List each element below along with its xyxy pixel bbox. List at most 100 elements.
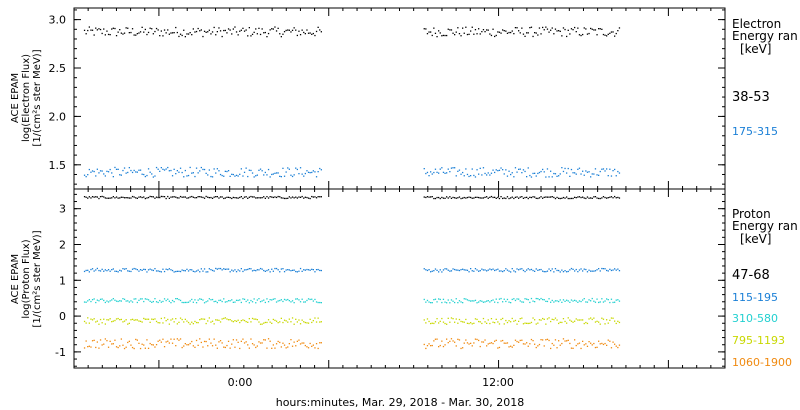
data-point xyxy=(612,170,614,172)
data-point xyxy=(425,347,427,350)
data-point xyxy=(99,298,102,300)
data-point xyxy=(91,319,94,321)
data-point xyxy=(551,299,553,302)
data-point xyxy=(149,195,151,198)
data-point xyxy=(561,321,563,324)
electron-legend-item-175-315: 175-315 xyxy=(732,125,778,138)
data-point xyxy=(165,299,167,302)
data-point xyxy=(208,169,210,171)
data-point xyxy=(243,269,246,271)
data-point xyxy=(449,29,451,31)
data-point xyxy=(143,344,145,346)
data-point xyxy=(178,270,180,272)
data-point xyxy=(191,34,193,36)
data-point xyxy=(532,172,534,175)
data-point xyxy=(559,344,561,346)
data-point xyxy=(473,33,475,35)
data-point xyxy=(154,318,156,320)
data-point xyxy=(248,196,250,198)
data-point xyxy=(282,321,284,324)
data-point xyxy=(481,322,483,325)
data-point xyxy=(487,172,489,174)
data-point xyxy=(468,299,470,302)
data-point xyxy=(226,344,228,347)
data-point xyxy=(585,301,587,303)
data-point xyxy=(251,301,254,303)
data-point xyxy=(200,166,202,169)
data-point xyxy=(519,32,521,34)
data-point xyxy=(554,28,557,30)
data-point xyxy=(114,27,116,30)
data-point xyxy=(264,197,266,199)
data-point xyxy=(205,322,207,325)
data-point xyxy=(604,170,606,172)
data-point xyxy=(471,168,473,170)
data-point xyxy=(266,321,268,324)
data-point xyxy=(194,271,196,273)
data-point xyxy=(446,338,448,340)
data-point xyxy=(291,29,294,31)
data-point xyxy=(189,323,191,325)
data-point xyxy=(471,345,473,347)
data-point xyxy=(133,347,135,350)
data-point xyxy=(614,343,616,345)
data-point xyxy=(155,320,158,323)
data-point xyxy=(426,318,429,320)
data-point xyxy=(503,30,505,32)
data-point xyxy=(598,321,600,323)
data-point xyxy=(231,320,233,322)
data-point xyxy=(521,301,523,303)
data-point xyxy=(239,196,241,199)
data-point xyxy=(315,321,318,323)
data-point xyxy=(572,300,574,302)
data-point xyxy=(572,268,574,270)
data-point xyxy=(98,172,100,174)
data-point xyxy=(144,197,146,200)
data-point xyxy=(231,173,233,175)
data-point xyxy=(106,340,108,342)
data-point xyxy=(479,345,481,348)
data-point xyxy=(258,298,260,300)
data-point xyxy=(211,298,214,301)
data-point xyxy=(590,197,592,199)
data-point xyxy=(465,197,467,199)
data-point xyxy=(235,299,238,301)
data-point xyxy=(280,197,282,199)
data-point xyxy=(93,298,95,300)
data-point xyxy=(612,269,614,271)
data-point xyxy=(604,268,606,270)
data-point xyxy=(554,339,557,341)
data-point xyxy=(184,169,186,172)
data-point xyxy=(527,322,529,325)
data-point xyxy=(423,28,425,30)
data-point xyxy=(439,168,441,170)
data-point xyxy=(138,169,140,171)
data-point xyxy=(551,176,553,178)
data-point xyxy=(614,320,616,322)
data-point xyxy=(575,268,577,271)
data-point xyxy=(114,270,116,272)
data-point xyxy=(179,299,182,302)
data-point xyxy=(253,344,255,346)
data-point xyxy=(495,298,497,300)
data-point xyxy=(125,27,127,29)
data-point xyxy=(594,270,597,272)
data-point xyxy=(128,197,130,199)
data-point xyxy=(476,33,478,35)
data-point xyxy=(574,196,576,198)
data-point xyxy=(543,299,545,301)
data-point xyxy=(267,168,270,171)
data-point xyxy=(251,196,254,198)
data-point xyxy=(458,269,461,272)
data-point xyxy=(269,196,271,198)
data-point xyxy=(594,29,597,31)
data-point xyxy=(314,298,316,301)
data-point xyxy=(176,338,178,340)
data-point xyxy=(542,339,544,341)
data-point xyxy=(510,173,512,176)
data-point xyxy=(237,319,239,321)
data-point xyxy=(309,32,311,34)
data-point xyxy=(213,270,215,272)
data-point xyxy=(226,196,228,198)
data-point xyxy=(497,301,499,304)
